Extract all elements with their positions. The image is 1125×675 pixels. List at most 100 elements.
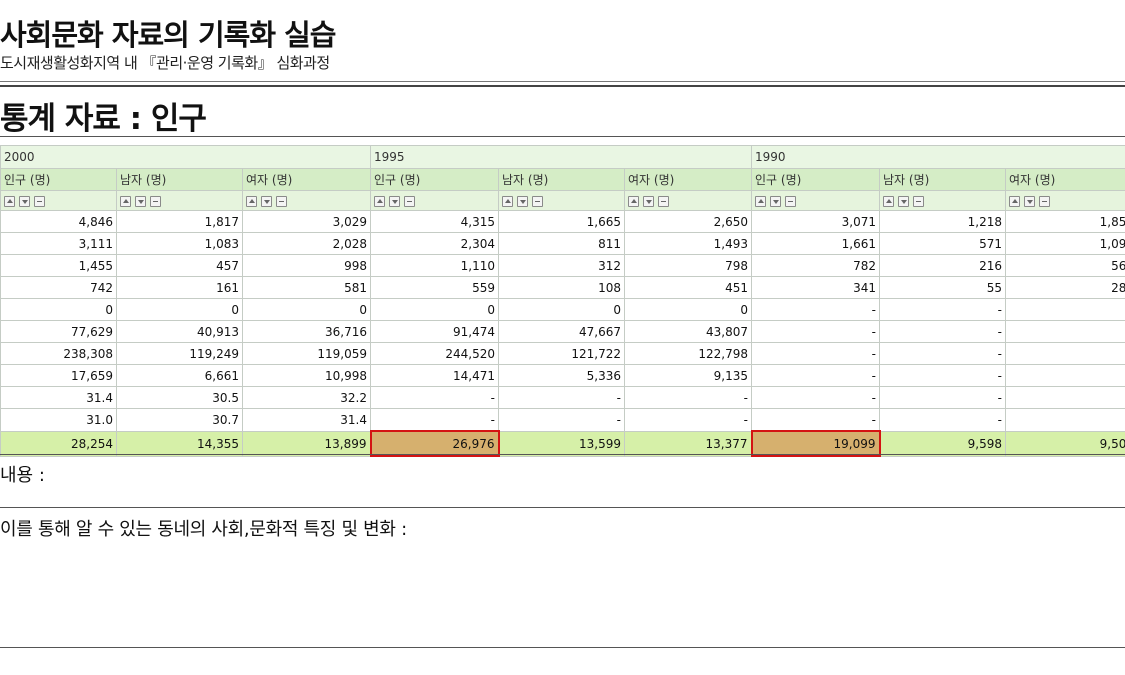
sort-ascending-icon[interactable] [1009,195,1020,207]
table-cell: 998 [242,254,371,277]
table-cell: 0 [370,298,499,321]
title-divider-thin [0,81,1125,82]
table-cell: 1,817 [116,210,243,233]
sort-ascending-icon[interactable] [246,195,257,207]
table-row: 238,308 119,249 119,059 244,520 121,722 122,7… [0,342,1125,365]
sort-ascending-icon[interactable] [502,195,513,207]
table-cell: 119,249 [116,342,243,365]
clear-sort-icon[interactable] [1039,195,1050,207]
table-cell: 1,090 [1005,232,1125,255]
column-header[interactable]: 남자 (명) [116,168,243,191]
sort-controls [242,190,371,211]
bottom-divider [0,647,1125,648]
column-header[interactable]: 남자 (명) [498,168,625,191]
table-cell: - [1005,386,1125,409]
sort-descending-icon[interactable] [19,195,30,207]
total-cell: 13,599 [498,430,625,457]
column-header[interactable]: 여자 (명) [242,168,371,191]
clear-sort-icon[interactable] [276,195,287,207]
table-cell: 2,304 [370,232,499,255]
table-cell: 581 [242,276,371,299]
table-cell: - [879,408,1006,432]
column-header[interactable]: 여자 (명) [1005,168,1125,191]
sort-descending-icon[interactable] [898,195,909,207]
title-divider-thick [0,85,1125,87]
table-cell: - [1005,342,1125,365]
sort-descending-icon[interactable] [643,195,654,207]
sort-controls [1005,190,1125,211]
column-header[interactable]: 남자 (명) [879,168,1006,191]
table-cell: 32.2 [242,386,371,409]
table-cell: 798 [624,254,752,277]
clear-sort-icon[interactable] [34,195,45,207]
table-row: 31.430.532.2------ [0,386,1125,409]
table-cell: - [751,408,880,432]
table-cell: 0 [0,298,117,321]
sort-ascending-icon[interactable] [374,195,385,207]
sort-descending-icon[interactable] [517,195,528,207]
year-header: 2000 [0,145,371,169]
table-cell: 77,629 [0,320,117,343]
table-cell: - [1005,320,1125,343]
table-cell: - [498,386,625,409]
sort-ascending-icon[interactable] [4,195,15,207]
sort-ascending-icon[interactable] [628,195,639,207]
table-cell: - [751,386,880,409]
table-cell: 1,110 [370,254,499,277]
table-cell: - [1005,364,1125,387]
sort-descending-icon[interactable] [770,195,781,207]
sort-descending-icon[interactable] [135,195,146,207]
clear-sort-icon[interactable] [658,195,669,207]
table-cell: 742 [0,276,117,299]
table-cell: - [879,342,1006,365]
sort-controls [370,190,499,211]
highlighted-total-cell: 26,976 [369,430,500,457]
page-title: 사회문화 자료의 기록화 실습 [0,18,336,52]
table-row: 4,846 1,817 3,029 4,315 1,665 2,650 3,071 1,218… [0,210,1125,233]
sort-ascending-icon[interactable] [120,195,131,207]
population-table: 2000 1995 1990 인구 (명) 남자 (명) 여자 (명) 인구 (명) 남자 (… [0,145,1125,457]
sort-ascending-icon[interactable] [883,195,894,207]
table-cell: 5,336 [498,364,625,387]
highlighted-total-cell: 19,099 [750,430,881,457]
sort-descending-icon[interactable] [1024,195,1035,207]
table-cell: 1,218 [879,210,1006,233]
sort-descending-icon[interactable] [389,195,400,207]
total-cell: 13,899 [242,430,371,457]
table-row: 31.030.731.4------ [0,408,1125,432]
table-cell: 0 [242,298,371,321]
clear-sort-icon[interactable] [913,195,924,207]
clear-sort-icon[interactable] [532,195,543,207]
sort-ascending-icon[interactable] [755,195,766,207]
table-cell: - [879,364,1006,387]
clear-sort-icon[interactable] [785,195,796,207]
table-cell: 55 [879,276,1006,299]
sort-controls [116,190,243,211]
table-cell: 91,474 [370,320,499,343]
table-cell: 1,853 [1005,210,1125,233]
table-row: 74216158155910845134155286 [0,276,1125,299]
clear-sort-icon[interactable] [150,195,161,207]
table-cell: 451 [624,276,752,299]
total-cell: 28,254 [0,430,117,457]
table-cell: - [751,298,880,321]
column-header[interactable]: 인구 (명) [751,168,880,191]
table-cell: 1,665 [498,210,625,233]
column-header[interactable]: 여자 (명) [624,168,752,191]
column-header[interactable]: 인구 (명) [370,168,499,191]
table-cell: 559 [370,276,499,299]
table-divider [0,454,1125,455]
sort-descending-icon[interactable] [261,195,272,207]
table-cell: 36,716 [242,320,371,343]
table-cell: 244,520 [370,342,499,365]
table-cell: 571 [879,232,1006,255]
table-cell: 31.4 [0,386,117,409]
table-cell: 1,661 [751,232,880,255]
clear-sort-icon[interactable] [404,195,415,207]
column-header[interactable]: 인구 (명) [0,168,117,191]
table-cell: 30.5 [116,386,243,409]
table-cell: 14,471 [370,364,499,387]
table-cell: - [751,364,880,387]
